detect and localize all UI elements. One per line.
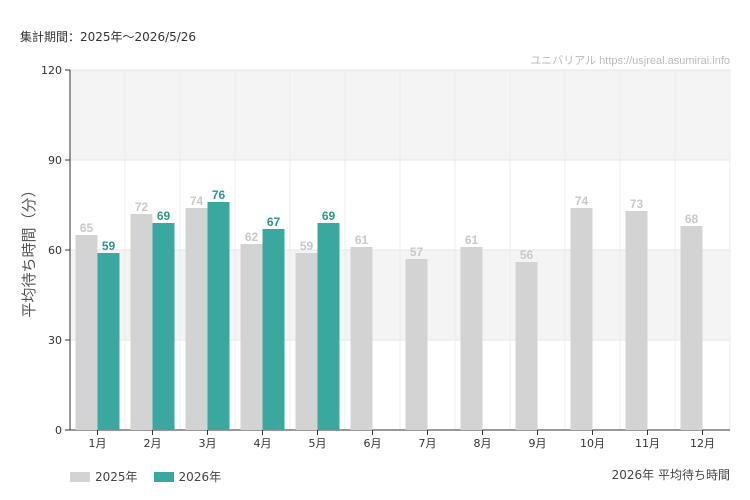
bar-2026 [97,253,120,430]
bar-2025 [515,262,538,430]
x-tick-label: 12月 [690,437,715,450]
data-label-2026: 76 [212,188,226,202]
data-label-2026: 59 [102,239,116,253]
x-tick-label: 10月 [580,437,605,450]
bar-2025 [75,235,98,430]
site-watermark: ユニバリアル https://usjreal.asumirai.info [530,55,730,67]
legend-swatch-2026 [153,471,174,482]
x-tick-label: 8月 [474,437,492,450]
data-label-2026: 69 [322,209,336,223]
data-label-2025: 65 [80,221,94,235]
bar-2025 [570,208,593,430]
bar-2025 [350,247,373,430]
data-label-2025: 61 [355,233,369,247]
x-tick-label: 2月 [144,437,162,450]
data-label-2025: 61 [465,233,479,247]
bar-2025 [460,247,483,430]
legend-swatch-2025 [70,471,90,482]
data-label-2025: 56 [520,248,534,262]
y-tick-label: 60 [48,244,62,257]
x-tick-label: 3月 [199,437,217,450]
bar-2025 [130,214,153,430]
x-tick-label: 6月 [364,437,382,450]
data-label-2025: 57 [410,245,424,259]
legend-label-2026: 2026年 [178,470,222,484]
bar-2026 [152,223,175,430]
x-tick-label: 4月 [254,437,272,450]
y-tick-label: 30 [48,334,62,347]
y-tick-label: 0 [55,424,62,437]
data-label-2025: 62 [245,230,259,244]
x-tick-label: 1月 [89,437,107,450]
data-label-2026: 69 [157,209,171,223]
bar-2026 [317,223,340,430]
x-tick-label: 11月 [635,437,660,450]
y-axis-title: 平均待ち時間（分） [20,182,38,317]
data-label-2025: 59 [300,239,314,253]
chart-title: 2026年 平均待ち時間 [611,468,730,482]
bar-2025 [295,253,318,430]
legend-item-2026[interactable]: 2026年 [153,468,222,485]
bar-2025 [625,211,648,430]
bar-2025 [405,259,428,430]
legend-item-2025[interactable]: 2025年 [70,468,138,485]
bar-2025 [185,208,208,430]
data-label-2025: 73 [630,197,644,211]
bar-2026 [207,202,230,430]
data-label-2026: 67 [267,215,281,229]
chart-legend: 2025年 2026年 [70,468,221,485]
data-label-2025: 74 [190,194,204,208]
x-tick-label: 5月 [309,437,327,450]
data-label-2025: 74 [575,194,589,208]
bar-2026 [262,229,285,430]
data-label-2025: 72 [135,200,149,214]
bar-2025 [680,226,703,430]
y-tick-label: 90 [48,154,62,167]
y-tick-label: 120 [41,64,62,77]
bar-2025 [240,244,263,430]
x-tick-label: 9月 [529,437,547,450]
data-label-2025: 68 [685,212,699,226]
x-tick-label: 7月 [419,437,437,450]
period-label: 集計期間：2025年～2026/5/26 [20,30,197,44]
legend-label-2025: 2025年 [95,470,138,484]
